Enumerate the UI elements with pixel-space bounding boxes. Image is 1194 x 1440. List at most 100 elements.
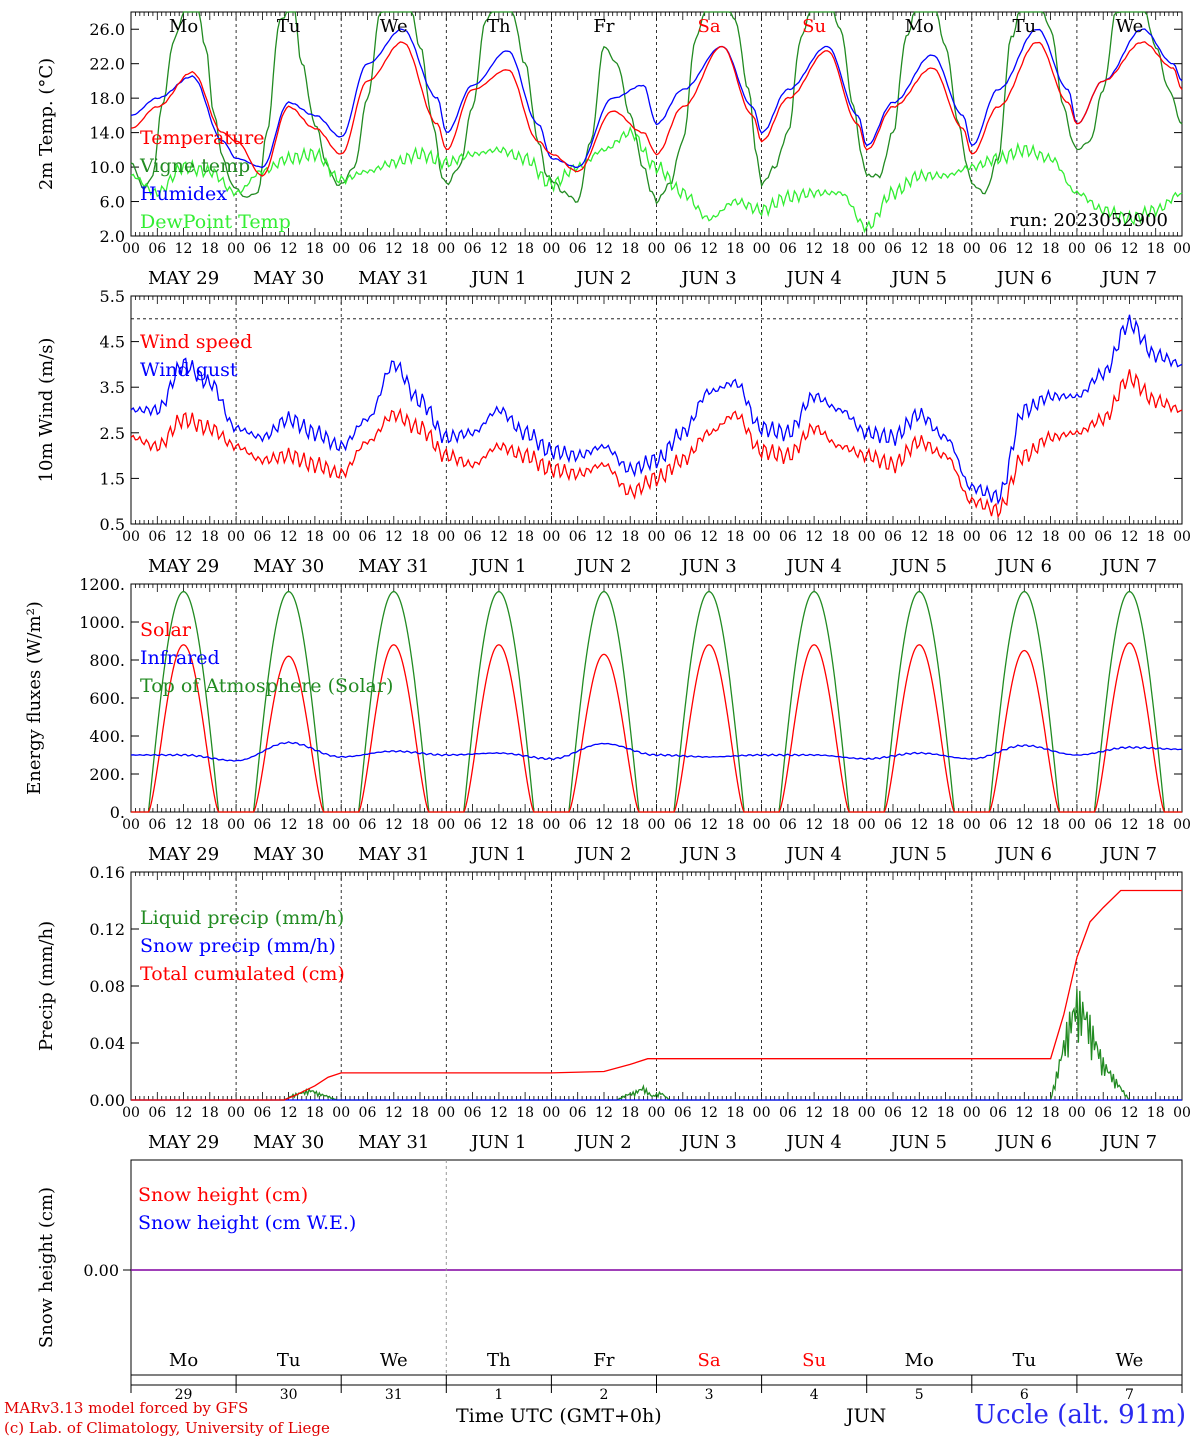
hour-tick-label: 18	[201, 529, 219, 545]
hour-tick-label: 18	[1042, 241, 1060, 257]
hour-tick-label: 18	[621, 529, 639, 545]
date-label: JUN 6	[995, 556, 1052, 577]
hour-tick-label: 18	[832, 1105, 850, 1121]
hour-tick-label: 00	[963, 817, 981, 833]
day-number-label: 5	[915, 1387, 924, 1403]
legend-entry: Wind gust	[140, 359, 238, 381]
hour-tick-label: 00	[542, 817, 560, 833]
series-wind-speed	[130, 369, 1183, 519]
hour-tick-label: 06	[674, 529, 692, 545]
hour-tick-label: 00	[1068, 241, 1086, 257]
hour-tick-label: 06	[253, 241, 271, 257]
date-label: JUN 7	[1100, 844, 1157, 865]
hour-tick-label: 12	[595, 529, 613, 545]
day-number-label: 1	[494, 1387, 503, 1403]
day-abbr-label: We	[1116, 1350, 1144, 1371]
day-abbr-label: Su	[802, 1350, 826, 1371]
hour-tick-label: 12	[280, 1105, 298, 1121]
run-label: run: 2023052900	[1010, 210, 1168, 231]
hour-ticks	[130, 584, 1183, 812]
y-tick-label: 400.	[89, 727, 125, 746]
y-tick-label: 2.0	[100, 227, 125, 246]
hour-tick-label: 06	[1094, 1105, 1112, 1121]
day-abbr-label: Th	[487, 16, 511, 37]
day-number-label: 3	[705, 1387, 714, 1403]
y-axis-label: Snow height (cm)	[36, 1187, 57, 1348]
hour-tick-label: 12	[1121, 529, 1139, 545]
day-number-label: 6	[1020, 1387, 1029, 1403]
hour-tick-label: 12	[385, 241, 403, 257]
date-label: JUN 5	[890, 268, 947, 289]
hour-tick-label: 06	[569, 817, 587, 833]
hour-tick-label: 12	[910, 1105, 928, 1121]
series-vigne-temp	[130, 11, 1183, 205]
hour-tick-label: 00	[437, 241, 455, 257]
hour-tick-label: 00	[858, 529, 876, 545]
hour-tick-label: 12	[910, 241, 928, 257]
hour-tick-label: 06	[989, 241, 1007, 257]
hour-tick-label: 18	[937, 241, 955, 257]
hour-tick-label: 12	[1121, 241, 1139, 257]
date-label: JUN 3	[679, 268, 736, 289]
hour-tick-label: 00	[648, 1105, 666, 1121]
hour-tick-label: 06	[884, 1105, 902, 1121]
y-tick-label: 0.5	[100, 515, 125, 534]
hour-tick-label: 00	[122, 241, 140, 257]
y-tick-label: 200.	[89, 765, 125, 784]
hour-tick-label: 06	[148, 241, 166, 257]
day-abbr-label: Fr	[593, 16, 614, 37]
hour-tick-label: 00	[963, 529, 981, 545]
y-tick-label: 4.5	[100, 333, 125, 352]
y-tick-label: 0.04	[89, 1034, 125, 1053]
hour-tick-label: 00	[332, 241, 350, 257]
day-abbr-label: Su	[802, 16, 826, 37]
hour-tick-label: 00	[1173, 1105, 1191, 1121]
hour-tick-label: 06	[1094, 817, 1112, 833]
hour-tick-label: 06	[359, 529, 377, 545]
day-abbr-label: Tu	[1013, 1350, 1037, 1371]
hour-tick-label: 06	[148, 1105, 166, 1121]
hour-tick-label: 12	[595, 241, 613, 257]
hour-tick-label: 06	[464, 529, 482, 545]
hour-tick-label: 18	[937, 1105, 955, 1121]
hour-tick-label: 00	[332, 529, 350, 545]
hour-tick-label: 06	[779, 241, 797, 257]
hour-tick-label: 00	[648, 529, 666, 545]
hour-tick-label: 06	[779, 529, 797, 545]
date-label: JUN 6	[995, 268, 1052, 289]
hour-tick-label: 12	[1015, 1105, 1033, 1121]
hour-tick-label: 00	[122, 529, 140, 545]
hour-tick-label: 12	[490, 241, 508, 257]
day-abbr-label: Mo	[905, 16, 934, 37]
hour-tick-label: 12	[175, 529, 193, 545]
x-axis-title: Time UTC (GMT+0h)	[456, 1405, 662, 1427]
date-label: MAY 31	[358, 844, 429, 865]
hour-tick-label: 12	[1121, 817, 1139, 833]
hour-tick-label: 00	[858, 1105, 876, 1121]
hour-tick-label: 12	[910, 817, 928, 833]
hour-tick-label: 06	[148, 817, 166, 833]
series-wind-gust	[130, 314, 1183, 506]
legend-entry: Snow precip (mm/h)	[140, 935, 336, 957]
hour-tick-label: 18	[201, 241, 219, 257]
hour-tick-label: 18	[1042, 529, 1060, 545]
hour-tick-label: 12	[280, 241, 298, 257]
hour-tick-label: 06	[253, 817, 271, 833]
wind-panel: 00 06 12 18 MAY 29 00 06 12 18 MAY 30 00 06 12 18 MAY …	[36, 287, 1191, 577]
date-label: JUN 2	[574, 556, 631, 577]
y-axis-label: Precip (mm/h)	[36, 921, 57, 1051]
hour-tick-label: 12	[385, 817, 403, 833]
snow-panel: 0.00 Mo 29 Tu 30 We 31 Th 1 Fr 2 Sa 3 Su 4 Mo 5 Tu 6 We 7 Sno…	[36, 1159, 1183, 1403]
hour-tick-label: 00	[542, 529, 560, 545]
hour-tick-label: 18	[1147, 241, 1165, 257]
date-label: MAY 30	[253, 556, 324, 577]
hour-tick-label: 06	[674, 1105, 692, 1121]
hour-tick-label: 18	[516, 529, 534, 545]
hour-tick-label: 18	[937, 529, 955, 545]
hour-tick-label: 12	[700, 1105, 718, 1121]
series-temperature	[130, 41, 1183, 177]
hour-tick-label: 00	[648, 241, 666, 257]
hour-tick-label: 06	[569, 529, 587, 545]
hour-tick-label: 18	[306, 241, 324, 257]
